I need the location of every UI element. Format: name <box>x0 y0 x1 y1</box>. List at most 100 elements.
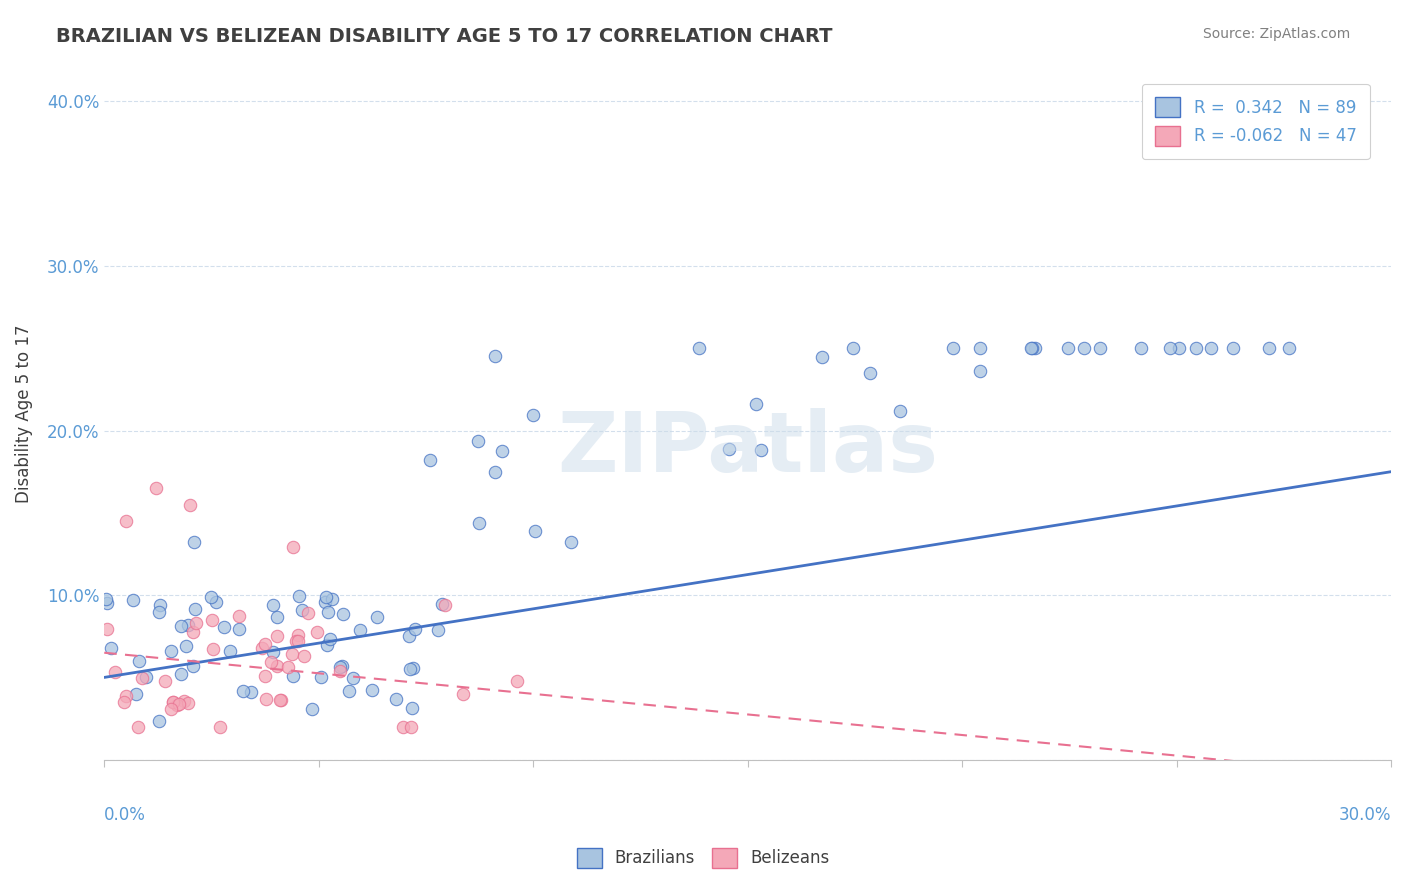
Point <box>1185 341 1208 355</box>
Point <box>153 674 176 689</box>
Point <box>811 351 834 365</box>
Point <box>401 700 423 714</box>
Point <box>842 341 865 355</box>
Point <box>315 590 337 604</box>
Point <box>316 638 339 652</box>
Point <box>391 720 413 734</box>
Point <box>287 633 309 648</box>
Point <box>200 590 222 604</box>
Point <box>281 647 304 661</box>
Point <box>398 629 420 643</box>
Point <box>1222 341 1244 355</box>
Point <box>212 620 235 634</box>
Point <box>291 603 314 617</box>
Point <box>254 691 277 706</box>
Point <box>131 671 153 685</box>
Point <box>305 625 328 640</box>
Point <box>1159 341 1181 355</box>
Point <box>104 665 127 680</box>
Point <box>301 701 323 715</box>
Legend: R =  0.342   N = 89, R = -0.062   N = 47: R = 0.342 N = 89, R = -0.062 N = 47 <box>1142 84 1369 160</box>
Point <box>430 597 453 611</box>
Point <box>94 592 117 607</box>
Point <box>166 698 188 712</box>
Text: 30.0%: 30.0% <box>1339 805 1391 824</box>
Point <box>183 535 205 549</box>
Text: Source: ZipAtlas.com: Source: ZipAtlas.com <box>1202 27 1350 41</box>
Point <box>177 618 200 632</box>
Point <box>319 632 342 647</box>
Point <box>332 607 354 621</box>
Point <box>96 622 118 636</box>
Point <box>173 694 195 708</box>
Point <box>1257 341 1279 355</box>
Point <box>186 615 208 630</box>
Point <box>506 674 529 689</box>
Point <box>749 443 772 458</box>
Point <box>366 610 388 624</box>
Point <box>1019 341 1042 355</box>
Point <box>285 634 308 648</box>
Point <box>262 598 284 612</box>
Point <box>1088 341 1111 355</box>
Point <box>127 720 149 734</box>
Point <box>96 596 118 610</box>
Point <box>266 610 288 624</box>
Point <box>484 465 506 479</box>
Point <box>349 623 371 637</box>
Point <box>184 602 207 616</box>
Point <box>263 645 285 659</box>
Point <box>427 623 450 637</box>
Point <box>745 397 768 411</box>
Point <box>260 655 283 669</box>
Point <box>254 668 277 682</box>
Point <box>1024 341 1046 355</box>
Point <box>201 642 224 657</box>
Point <box>859 366 882 380</box>
Point <box>228 609 250 624</box>
Point <box>942 341 965 355</box>
Point <box>467 516 489 531</box>
Point <box>321 591 343 606</box>
Point <box>205 595 228 609</box>
Point <box>179 498 201 512</box>
Point <box>170 666 193 681</box>
Point <box>100 641 122 656</box>
Point <box>115 689 138 703</box>
Point <box>200 613 222 627</box>
Point <box>560 535 582 549</box>
Point <box>484 349 506 363</box>
Point <box>329 664 352 678</box>
Point <box>337 683 360 698</box>
Point <box>467 434 489 448</box>
Point <box>277 659 299 673</box>
Point <box>125 687 148 701</box>
Point <box>239 685 262 699</box>
Text: BRAZILIAN VS BELIZEAN DISABILITY AGE 5 TO 17 CORRELATION CHART: BRAZILIAN VS BELIZEAN DISABILITY AGE 5 T… <box>56 27 832 45</box>
Text: ZIPatlas: ZIPatlas <box>557 409 938 489</box>
Point <box>1278 341 1301 355</box>
Point <box>288 589 311 603</box>
Y-axis label: Disability Age 5 to 17: Disability Age 5 to 17 <box>15 325 32 503</box>
Point <box>314 595 336 609</box>
Point <box>309 669 332 683</box>
Point <box>434 599 457 613</box>
Point <box>1167 341 1189 355</box>
Point <box>181 658 204 673</box>
Point <box>181 625 204 640</box>
Point <box>451 687 474 701</box>
Point <box>149 598 172 612</box>
Point <box>688 341 710 355</box>
Point <box>399 662 422 676</box>
Point <box>250 640 273 655</box>
Point <box>1129 341 1152 355</box>
Point <box>360 682 382 697</box>
Point <box>128 654 150 668</box>
Point <box>523 524 546 538</box>
Point <box>167 697 190 711</box>
Point <box>316 605 339 619</box>
Point <box>1201 341 1223 355</box>
Point <box>404 622 426 636</box>
Point <box>219 643 242 657</box>
Point <box>384 692 406 706</box>
